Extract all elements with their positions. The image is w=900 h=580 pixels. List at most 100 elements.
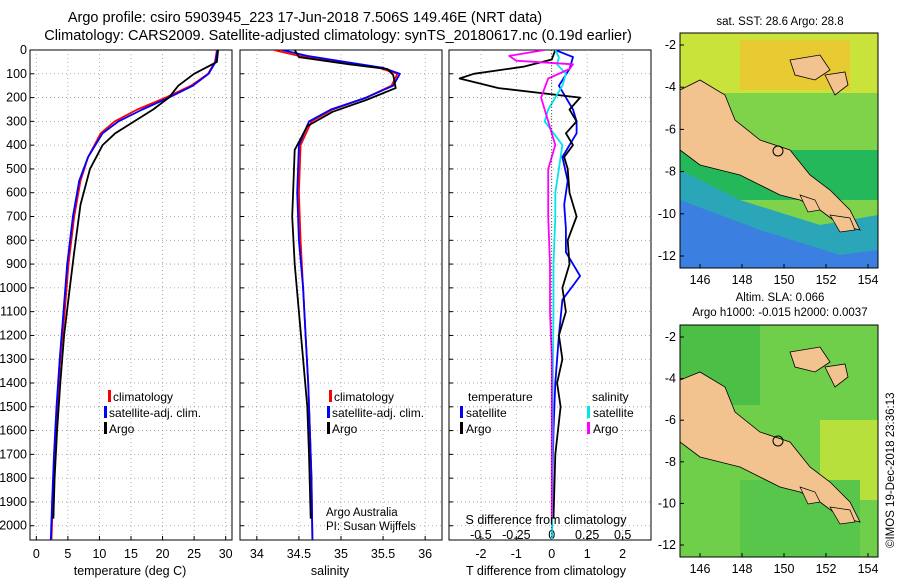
legend-marker-s-satellite: [587, 406, 590, 418]
x-tick-label: 5: [64, 547, 71, 561]
map-y-tick-label: -4: [665, 372, 676, 386]
x-tick-label: 34: [250, 547, 264, 561]
s-tick-label: -0.25: [502, 528, 531, 542]
depth-tick-label: 1200: [0, 328, 27, 342]
temperature-panel: 0100200300400500600700800900100011001200…: [0, 43, 233, 578]
series-line-s-argo: [508, 50, 574, 519]
argo-location-marker-2: [772, 435, 784, 447]
depth-tick-label: 1000: [0, 281, 27, 295]
sla-map-frame: [679, 324, 879, 558]
depth-tick-label: 2000: [0, 519, 27, 533]
temperature-ticks: 0100200300400500600700800900100011001200…: [0, 43, 233, 561]
temperature-xlabel: temperature (deg C): [74, 564, 187, 578]
difference-panel: -2 -1 0 1 2-0.5 -0.25 0 0.25 0.5 T difference fr…: [448, 49, 652, 578]
sla-map-ticks: 146 148 150 152 154 -2 -4 -6 -8 -10 -12: [658, 330, 879, 576]
map-x-tick-label: 146: [690, 562, 711, 576]
x-tick-label: 2: [619, 547, 626, 561]
legend-marker-s-argo: [587, 422, 590, 434]
sst-map-frame: [679, 32, 879, 269]
x-tick-label: 34.5: [287, 547, 311, 561]
legend-title-temperature: temperature: [468, 390, 533, 404]
salinity-panel: 34 34.5 35 35.5 36 salinity climatology sate…: [239, 49, 443, 578]
series-line-t-satellite: [550, 50, 581, 540]
map-y-tick-label: -10: [658, 207, 676, 221]
x-tick-label: 35.5: [371, 547, 395, 561]
imos-credit: ©IMOS 19-Dec-2018 23:36:13: [885, 392, 897, 548]
temperature-grid: [30, 50, 232, 540]
x-tick-label: 30: [219, 547, 233, 561]
depth-tick-label: 0: [20, 43, 27, 57]
map-x-tick-label: 150: [774, 562, 795, 576]
depth-tick-label: 600: [6, 186, 27, 200]
map-y-tick-label: -6: [665, 122, 676, 136]
annotation-pi: PI: Susan Wijffels: [326, 521, 416, 533]
x-tick-label: 0: [548, 547, 555, 561]
depth-tick-label: 200: [6, 91, 27, 105]
legend-label-s-argo: Argo: [593, 422, 619, 436]
legend-marker-satellite: [327, 406, 330, 418]
sla-map-title1: Altim. SLA: 0.066: [736, 292, 825, 304]
sst-map-image: [680, 33, 878, 268]
salinity-xlabel: salinity: [311, 564, 350, 578]
legend-label-climatology: climatology: [113, 390, 173, 404]
depth-tick-label: 1400: [0, 376, 27, 390]
sst-map-ticks: 146 148 150 152 154 -2 -4 -6 -8 -10 -12: [658, 38, 879, 287]
legend-label-t-satellite: satellite: [466, 406, 507, 420]
temperature-legend: climatology satellite-adj. clim. Argo: [104, 390, 201, 436]
map-x-tick-label: 152: [816, 562, 837, 576]
depth-tick-label: 1300: [0, 352, 27, 366]
depth-tick-label: 1800: [0, 471, 27, 485]
difference-legend-right: salinity satellite Argo: [587, 390, 634, 436]
x-tick-label: 0: [33, 547, 40, 561]
map-y-tick-label: -12: [658, 538, 676, 552]
depth-tick-label: 1100: [0, 305, 27, 319]
depth-tick-label: 1600: [0, 424, 27, 438]
legend-title-salinity: salinity: [592, 390, 629, 404]
sst-map-title: sat. SST: 28.6 Argo: 28.8: [716, 16, 843, 28]
depth-tick-label: 1500: [0, 400, 27, 414]
depth-tick-label: 400: [6, 138, 27, 152]
legend-label-t-argo: Argo: [466, 422, 492, 436]
map-x-tick-label: 150: [774, 273, 795, 287]
series-line-climatology: [273, 50, 399, 540]
map-y-tick-label: -10: [658, 496, 676, 510]
legend-marker-satellite: [104, 406, 107, 418]
s-tick-label: 0.25: [575, 528, 599, 542]
map-x-tick-label: 148: [732, 273, 753, 287]
x-tick-label: -1: [511, 547, 522, 561]
sla-map-title2: Argo h1000: -0.015 h2000: 0.0037: [692, 307, 867, 319]
salinity-grid: [240, 50, 442, 540]
legend-marker-climatology: [329, 390, 332, 402]
legend-marker-t-satellite: [460, 406, 463, 418]
difference-xlabel2: S difference from climatology: [466, 513, 628, 527]
difference-frame: [448, 49, 652, 541]
map-y-tick-label: -2: [665, 38, 676, 52]
map-x-tick-label: 148: [732, 562, 753, 576]
series-line-s-satellite: [543, 50, 567, 540]
legend-marker-t-argo: [460, 422, 463, 434]
depth-tick-label: 300: [6, 114, 27, 128]
x-tick-label: 10: [92, 547, 106, 561]
map-y-tick-label: -6: [665, 413, 676, 427]
x-tick-label: -2: [475, 547, 486, 561]
legend-label-argo: Argo: [109, 422, 135, 436]
difference-grid: [449, 50, 651, 540]
map-y-tick-label: -4: [665, 80, 676, 94]
temperature-lines: [49, 50, 219, 540]
s-tick-label: 0.5: [614, 528, 631, 542]
x-tick-label: 35: [334, 547, 348, 561]
s-tick-label: -0.5: [470, 528, 492, 542]
map-y-tick-label: -2: [665, 330, 676, 344]
x-tick-label: 36: [418, 547, 432, 561]
depth-tick-label: 800: [6, 233, 27, 247]
x-tick-label: 25: [187, 547, 201, 561]
salinity-ticks: 34 34.5 35 35.5 36: [240, 49, 432, 561]
map-x-tick-label: 152: [816, 273, 837, 287]
figure-title-line1: Argo profile: csiro 5903945_223 17-Jun-2…: [68, 10, 542, 26]
argo-location-marker: [772, 145, 784, 157]
difference-ticks: -2 -1 0 1 2-0.5 -0.25 0 0.25 0.5: [449, 49, 631, 561]
legend-marker-argo: [104, 422, 107, 434]
legend-marker-argo: [327, 422, 330, 434]
x-tick-label: 1: [584, 547, 591, 561]
legend-label-s-satellite: satellite: [593, 406, 634, 420]
